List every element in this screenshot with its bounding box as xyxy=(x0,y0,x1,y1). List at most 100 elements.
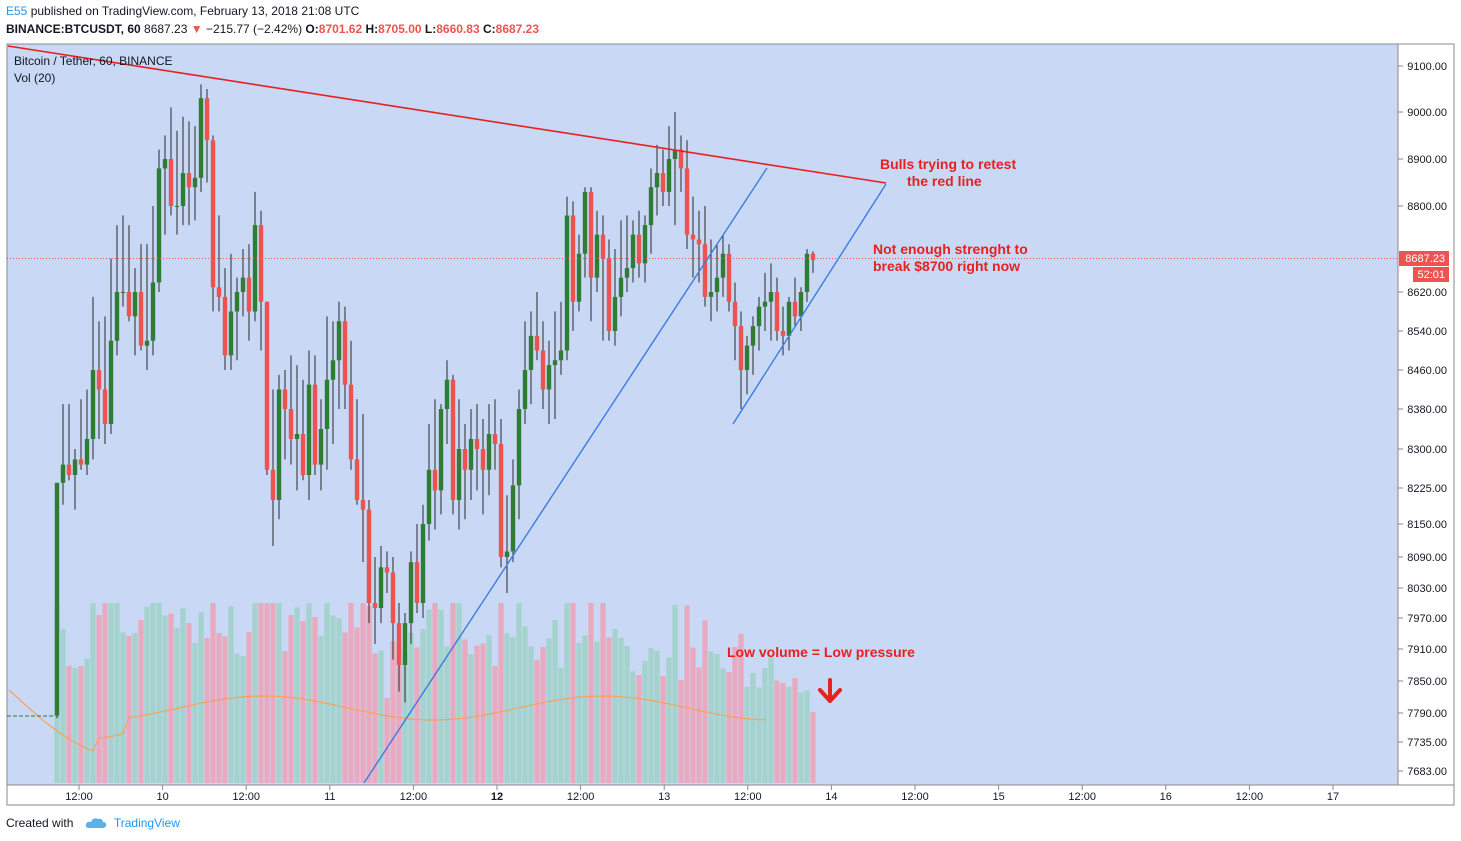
candle xyxy=(588,187,594,322)
volume-bar xyxy=(156,603,162,783)
volume-bar xyxy=(588,603,594,783)
volume-bar xyxy=(414,647,420,783)
price-tick-label: 7683.00 xyxy=(1407,766,1447,778)
candle xyxy=(612,249,618,346)
volume-bar xyxy=(306,603,312,783)
tradingview-link[interactable]: TradingView xyxy=(113,816,180,830)
volume-bar xyxy=(294,607,300,783)
candle-body xyxy=(648,187,654,226)
volume-bar xyxy=(372,653,378,783)
candle-body xyxy=(630,234,636,269)
candle-body xyxy=(600,234,606,259)
candle xyxy=(180,116,186,226)
volume-bar xyxy=(432,603,438,783)
volume-bar xyxy=(408,633,414,783)
volume-bar xyxy=(534,660,540,783)
candle-body xyxy=(810,253,816,260)
down-arrow-icon xyxy=(818,678,842,703)
candle xyxy=(486,404,492,496)
candle xyxy=(666,126,672,206)
time-axis[interactable] xyxy=(6,784,1455,806)
candle-body xyxy=(72,459,78,475)
candle xyxy=(444,360,450,444)
trendline-red xyxy=(7,45,887,184)
candle-body xyxy=(192,177,198,188)
volume-bar xyxy=(444,646,450,783)
candle-body xyxy=(744,345,750,370)
candle-body xyxy=(108,340,114,424)
candle xyxy=(330,321,336,444)
author-name[interactable]: E55 xyxy=(6,4,28,18)
candle-body xyxy=(612,296,618,331)
legend-title: Bitcoin / Tether, 60, BINANCE xyxy=(14,54,173,68)
candle xyxy=(750,316,756,375)
volume-bar xyxy=(252,603,258,783)
candle-body xyxy=(270,469,276,500)
candle-body xyxy=(216,287,222,297)
candle-body xyxy=(324,379,330,429)
volume-bar xyxy=(108,603,114,783)
volume-bar xyxy=(150,603,156,783)
candle-body xyxy=(222,296,228,356)
volume-bar xyxy=(240,656,246,783)
candle xyxy=(690,196,696,278)
volume-bar xyxy=(648,648,654,783)
candle-body xyxy=(420,524,426,603)
candle xyxy=(144,244,150,370)
volume-bar xyxy=(324,603,330,783)
volume-bar xyxy=(630,671,636,783)
candle xyxy=(198,84,204,192)
volume-bar xyxy=(612,629,618,783)
candle xyxy=(252,191,258,322)
candle-body xyxy=(132,292,138,317)
candle xyxy=(414,524,420,613)
candle xyxy=(96,321,102,439)
volume-bar xyxy=(798,692,804,783)
volume-bar xyxy=(804,690,810,783)
volume-bar xyxy=(144,607,150,783)
candle xyxy=(90,296,96,460)
volume-bar xyxy=(402,652,408,783)
candle xyxy=(120,215,126,307)
candle-body xyxy=(654,173,660,188)
volume-bar xyxy=(318,636,324,783)
candle xyxy=(78,399,84,470)
candle xyxy=(582,187,588,278)
volume-bar xyxy=(480,643,486,783)
price-axis[interactable] xyxy=(1397,43,1455,786)
candle-body xyxy=(174,206,180,207)
candle-body xyxy=(120,292,126,293)
candle xyxy=(150,206,156,356)
candle-body xyxy=(582,191,588,254)
candle xyxy=(528,311,534,405)
candle-body xyxy=(666,159,672,192)
candle xyxy=(312,355,318,475)
price-tick-label: 8150.00 xyxy=(1407,519,1447,531)
candle-body xyxy=(714,277,720,292)
candle xyxy=(108,258,114,434)
volume-bar xyxy=(636,675,642,783)
candle xyxy=(684,140,690,249)
volume-bar xyxy=(90,603,96,783)
time-tick-label: 12:00 xyxy=(1236,791,1264,803)
open-label: O: xyxy=(305,22,319,36)
candle-body xyxy=(606,258,612,331)
down-triangle-icon: ▼ xyxy=(190,22,203,36)
volume-bar xyxy=(396,643,402,783)
volume-bar xyxy=(132,633,138,783)
candle-body xyxy=(798,292,804,317)
volume-bar xyxy=(678,680,684,783)
candle-body xyxy=(204,98,210,141)
volume-bar xyxy=(72,668,78,783)
volume-bar xyxy=(576,643,582,783)
candle-body xyxy=(438,409,444,491)
candle xyxy=(558,301,564,375)
volume-bar xyxy=(102,603,108,783)
price-tick-label: 8090.00 xyxy=(1407,552,1447,564)
volume-bar xyxy=(384,698,390,783)
candle xyxy=(810,251,816,273)
trendline-blue-short xyxy=(732,183,887,425)
volume-bar xyxy=(774,680,780,783)
candle xyxy=(576,234,582,312)
